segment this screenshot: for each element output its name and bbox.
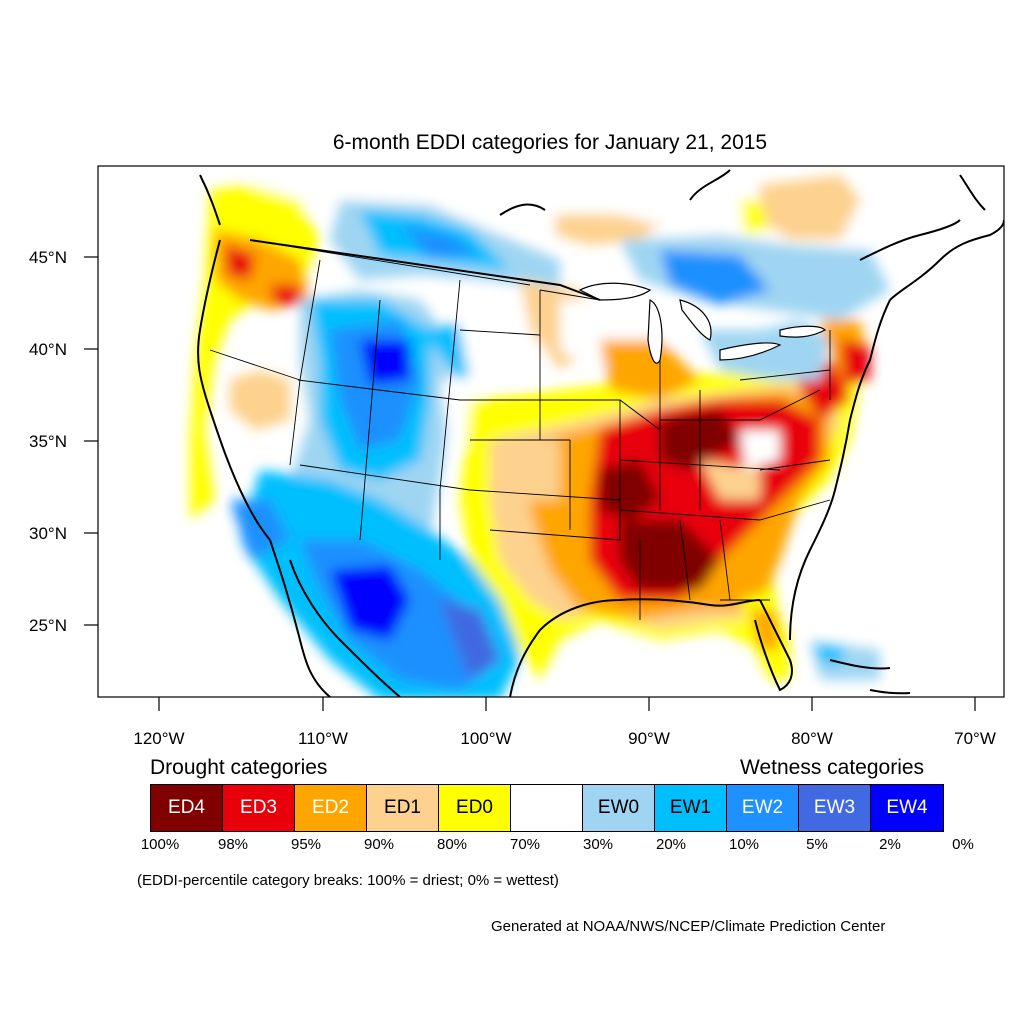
longitude-axis (158, 697, 976, 711)
legend-break-label: 0% (952, 836, 974, 853)
lat-tick-label: 30°N (29, 524, 67, 543)
legend-break-label: 98% (217, 836, 249, 853)
lon-tick-label: 90°W (628, 729, 670, 748)
lat-tick-label: 25°N (29, 616, 67, 635)
legend-swatch: EW4 (871, 785, 943, 831)
legend-break-label: 5% (806, 836, 828, 853)
lon-tick-label: 80°W (791, 729, 833, 748)
lon-tick-label: 110°W (298, 729, 348, 748)
great-lakes (578, 282, 826, 364)
legend-swatch: ED2 (295, 785, 367, 831)
coastlines (197, 169, 1004, 697)
lat-tick-label: 40°N (29, 340, 67, 359)
legend-swatch: EW1 (655, 785, 727, 831)
credit-line: Generated at NOAA/NWS/NCEP/Climate Predi… (491, 918, 886, 935)
legend-break-label: 20% (655, 836, 687, 853)
legend-swatch: EW0 (583, 785, 655, 831)
legend-break-label: 100% (140, 836, 180, 853)
legend-swatch: EW3 (799, 785, 871, 831)
eddi-map: 45°N 40°N 35°N 30°N 25°N 120°W 110°W 100… (29, 165, 1005, 748)
latitude-axis (84, 256, 98, 626)
legend-break-label: 95% (290, 836, 322, 853)
drought-legend-heading: Drought categories (150, 756, 328, 779)
map-plot-area (98, 166, 1004, 697)
map-frame (97, 165, 1005, 698)
wetness-legend-heading: Wetness categories (740, 756, 925, 779)
lon-tick-label: 120°W (133, 729, 184, 748)
lat-tick-label: 35°N (29, 432, 67, 451)
legend-swatch: ED3 (223, 785, 295, 831)
legend-swatch: EW2 (727, 785, 799, 831)
legend-swatch: ED1 (367, 785, 439, 831)
legend-swatch: ED4 (151, 785, 223, 831)
legend-break-label: 30% (582, 836, 614, 853)
category-note: (EDDI-percentile category breaks: 100% =… (137, 872, 559, 889)
lon-tick-label: 70°W (954, 729, 996, 748)
legend-swatch: ED0 (439, 785, 511, 831)
legend-swatch (511, 785, 583, 831)
legend-break-label: 70% (509, 836, 541, 853)
lat-tick-label: 45°N (29, 248, 67, 267)
legend-break-label: 2% (879, 836, 901, 853)
legend-break-label: 10% (728, 836, 760, 853)
lon-tick-label: 100°W (460, 729, 511, 748)
legend-break-label: 80% (436, 836, 468, 853)
category-legend-bar: ED4 ED3 ED2 ED1 ED0 EW0 EW1 EW2 EW3 EW4 (150, 784, 944, 832)
legend-break-label: 90% (363, 836, 395, 853)
map-title: 6-month EDDI categories for January 21, … (332, 131, 768, 154)
